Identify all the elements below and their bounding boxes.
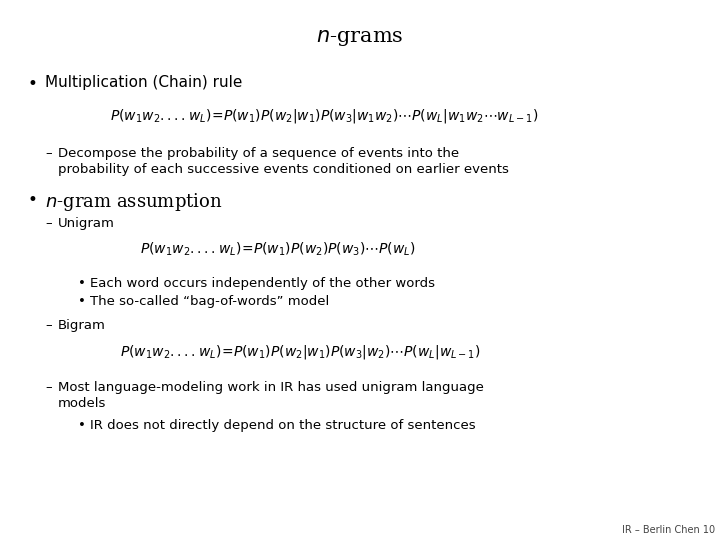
Text: •: •: [78, 277, 86, 290]
Text: •: •: [28, 191, 38, 209]
Text: •: •: [78, 419, 86, 432]
Text: •: •: [78, 295, 86, 308]
Text: Unigram: Unigram: [58, 217, 115, 230]
Text: IR – Berlin Chen 10: IR – Berlin Chen 10: [622, 525, 715, 535]
Text: Most language-modeling work in IR has used unigram language: Most language-modeling work in IR has us…: [58, 381, 484, 394]
Text: probability of each successive events conditioned on earlier events: probability of each successive events co…: [58, 163, 509, 176]
Text: Multiplication (Chain) rule: Multiplication (Chain) rule: [45, 75, 243, 90]
Text: $n$-gram assumption: $n$-gram assumption: [45, 191, 222, 213]
Text: IR does not directly depend on the structure of sentences: IR does not directly depend on the struc…: [90, 419, 476, 432]
Text: $P(w_1w_2....w_L)\!=\!P(w_1)P(w_2)P(w_3)\cdots P(w_L)$: $P(w_1w_2....w_L)\!=\!P(w_1)P(w_2)P(w_3)…: [140, 241, 415, 259]
Text: $n$-grams: $n$-grams: [316, 28, 404, 48]
Text: –: –: [45, 147, 52, 160]
Text: Each word occurs independently of the other words: Each word occurs independently of the ot…: [90, 277, 435, 290]
Text: –: –: [45, 319, 52, 332]
Text: –: –: [45, 217, 52, 230]
Text: Decompose the probability of a sequence of events into the: Decompose the probability of a sequence …: [58, 147, 459, 160]
Text: •: •: [28, 75, 38, 93]
Text: –: –: [45, 381, 52, 394]
Text: The so-called “bag-of-words” model: The so-called “bag-of-words” model: [90, 295, 329, 308]
Text: $P(w_1w_2....w_L)\!=\!P(w_1)P(w_2|w_1)P(w_3|w_1w_2)\cdots P(w_L|w_1w_2\cdots w_{: $P(w_1w_2....w_L)\!=\!P(w_1)P(w_2|w_1)P(…: [110, 107, 539, 125]
Text: models: models: [58, 397, 107, 410]
Text: Bigram: Bigram: [58, 319, 106, 332]
Text: $P(w_1w_2....w_L)\!=\!P(w_1)P(w_2|w_1)P(w_3|w_2)\cdots P(w_L|w_{L-1})$: $P(w_1w_2....w_L)\!=\!P(w_1)P(w_2|w_1)P(…: [120, 343, 481, 361]
